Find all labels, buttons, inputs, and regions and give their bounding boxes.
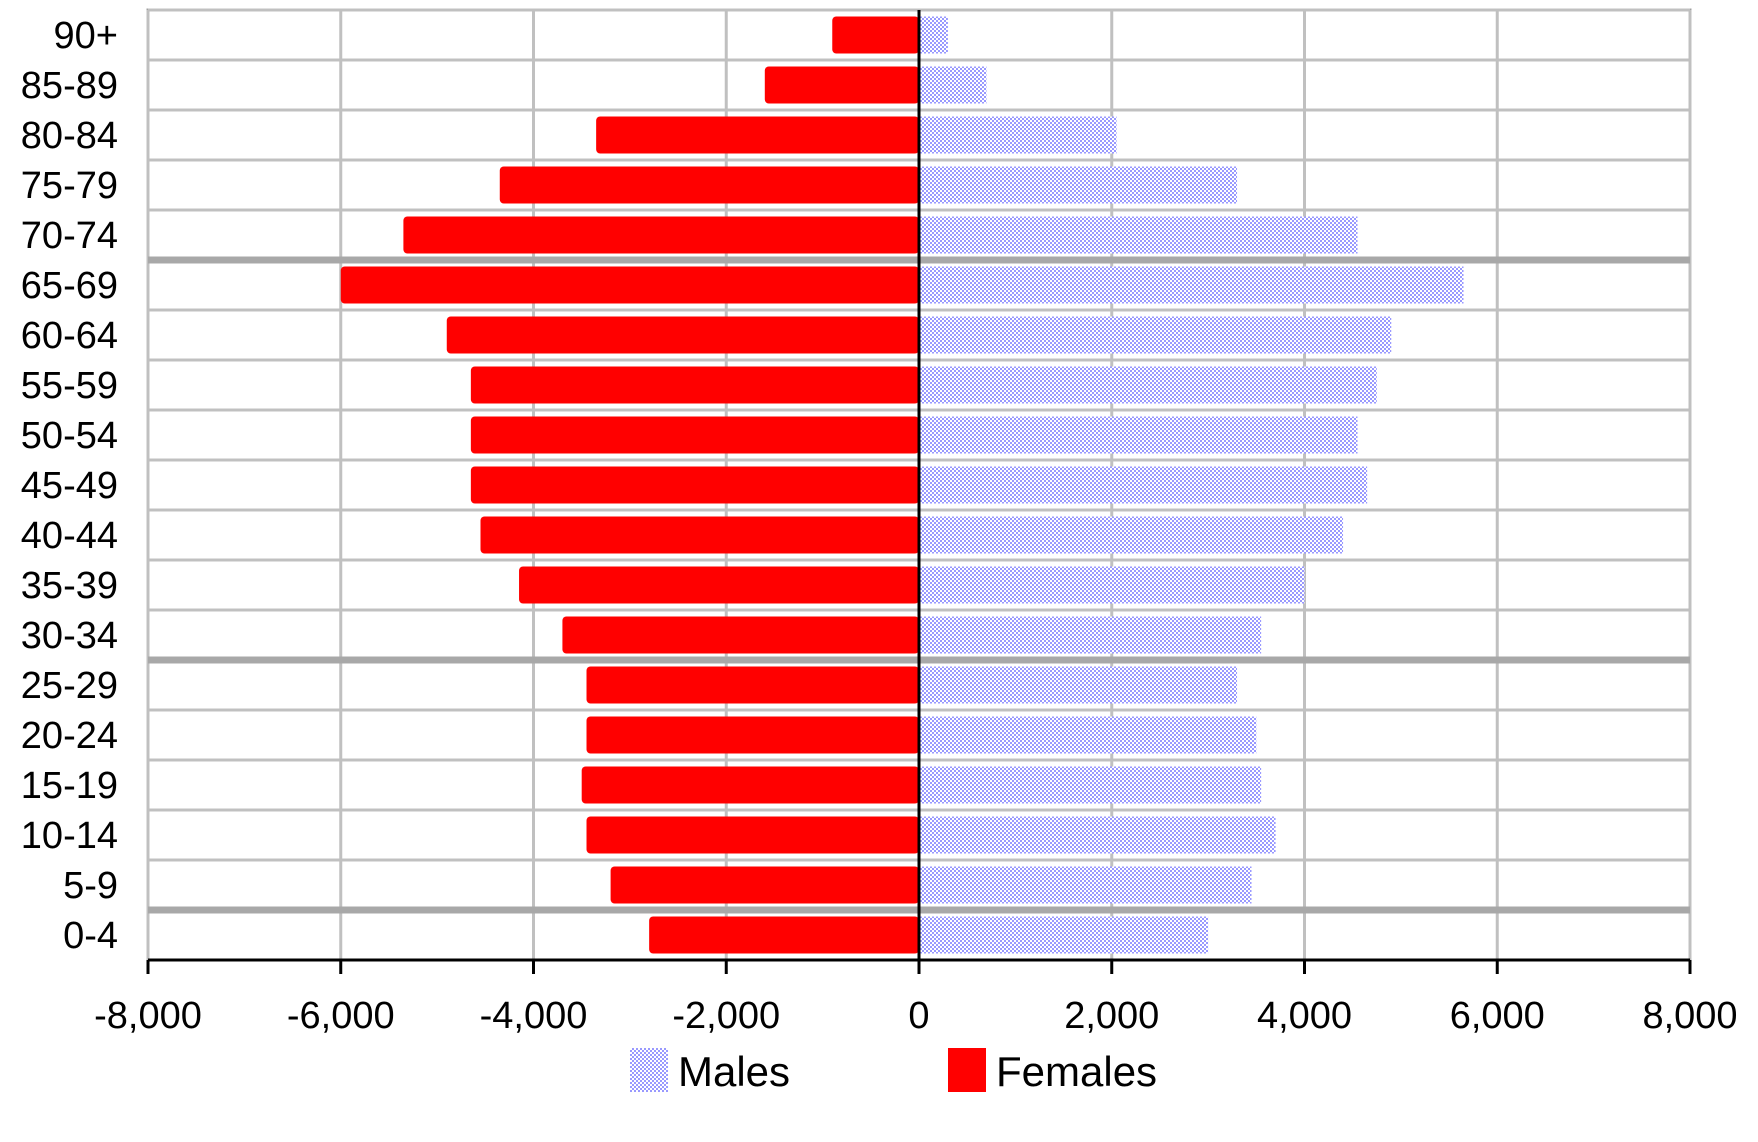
category-label: 70-74 [21, 215, 118, 257]
category-label: 25-29 [21, 665, 118, 707]
x-tick-label: -8,000 [94, 995, 202, 1037]
x-tick-label: 4,000 [1257, 995, 1352, 1037]
bar-females-35-39 [519, 566, 919, 604]
bar-males-5-9 [919, 866, 1252, 904]
category-label: 85-89 [21, 65, 118, 107]
plot-area: 0-4 5-9 10-14 15-19 20-24 25-29 30-34 35-39 40-4… [21, 8, 1738, 1037]
bar-females-70-74 [403, 216, 919, 254]
category-label: 55-59 [21, 365, 118, 407]
x-tick-label: 0 [908, 995, 929, 1037]
bar-females-90+ [832, 16, 919, 54]
bar-males-60-64 [919, 316, 1392, 354]
bar-males-80-84 [919, 116, 1117, 154]
category-label: 60-64 [21, 315, 118, 357]
bar-males-20-24 [919, 716, 1257, 754]
bar-males-0-4 [919, 916, 1209, 954]
bar-females-15-19 [581, 766, 919, 804]
bar-females-30-34 [562, 616, 919, 654]
bar-males-85-89 [919, 66, 987, 104]
bar-males-15-19 [919, 766, 1262, 804]
category-label: 40-44 [21, 515, 118, 557]
category-label: 65-69 [21, 265, 118, 307]
bar-females-80-84 [596, 116, 919, 154]
x-tick-label: 2,000 [1064, 995, 1159, 1037]
category-label: 5-9 [63, 865, 118, 907]
category-label: 50-54 [21, 415, 118, 457]
category-label: 15-19 [21, 765, 118, 807]
category-label: 20-24 [21, 715, 118, 757]
legend: Males Females [630, 1048, 1157, 1095]
bar-females-60-64 [446, 316, 919, 354]
x-tick-label: 6,000 [1450, 995, 1545, 1037]
bar-males-55-59 [919, 366, 1377, 404]
bar-males-65-69 [919, 266, 1464, 304]
category-label: 45-49 [21, 465, 118, 507]
bar-females-45-49 [470, 466, 919, 504]
x-tick-label: 8,000 [1642, 995, 1737, 1037]
category-label: 90+ [54, 15, 118, 57]
category-label: 30-34 [21, 615, 118, 657]
bar-females-10-14 [586, 816, 919, 854]
bar-males-30-34 [919, 616, 1262, 654]
bar-females-0-4 [649, 916, 919, 954]
legend-swatch-males [630, 1048, 668, 1092]
bar-females-40-44 [480, 516, 919, 554]
bar-females-50-54 [470, 416, 919, 454]
category-label: 80-84 [21, 115, 118, 157]
bar-males-45-49 [919, 466, 1368, 504]
category-label: 0-4 [63, 915, 118, 957]
x-tick-label: -4,000 [480, 995, 588, 1037]
category-label: 75-79 [21, 165, 118, 207]
bar-males-75-79 [919, 166, 1238, 204]
x-tick-label: -6,000 [287, 995, 395, 1037]
bar-males-50-54 [919, 416, 1358, 454]
bar-females-65-69 [340, 266, 919, 304]
legend-label-females: Females [996, 1048, 1157, 1095]
bar-males-90+ [919, 16, 948, 54]
bar-males-35-39 [919, 566, 1305, 604]
bar-females-5-9 [610, 866, 919, 904]
bar-males-70-74 [919, 216, 1358, 254]
bar-females-25-29 [586, 666, 919, 704]
bar-males-10-14 [919, 816, 1276, 854]
bar-females-85-89 [764, 66, 919, 104]
legend-label-males: Males [678, 1048, 790, 1095]
bar-males-40-44 [919, 516, 1344, 554]
x-tick-label: -2,000 [672, 995, 780, 1037]
bar-males-25-29 [919, 666, 1238, 704]
bar-females-75-79 [499, 166, 919, 204]
category-label: 10-14 [21, 815, 118, 857]
bar-females-20-24 [586, 716, 919, 754]
legend-swatch-females [948, 1048, 986, 1092]
category-label: 35-39 [21, 565, 118, 607]
bar-females-55-59 [470, 366, 919, 404]
